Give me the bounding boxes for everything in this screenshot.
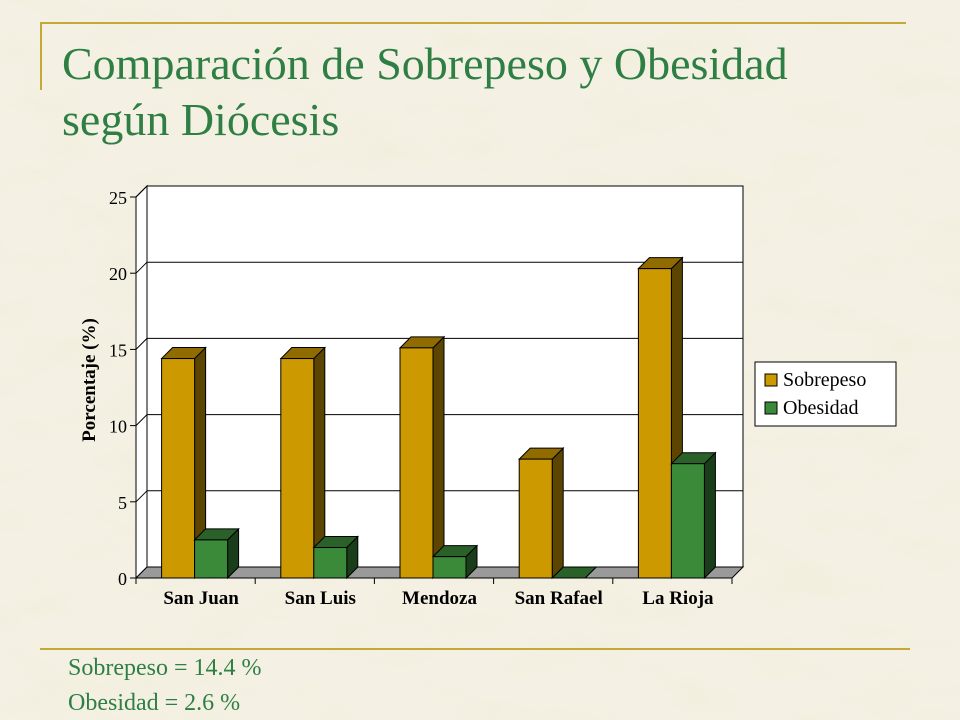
x-tick-label: Mendoza xyxy=(402,588,477,609)
legend-box xyxy=(754,361,897,427)
slide-title-line1: Comparación de Sobrepeso y Obesidad xyxy=(62,38,788,89)
plot-side-wall xyxy=(135,184,148,580)
note-obesidad: Obesidad = 2.6 % xyxy=(68,690,241,716)
y-tick-label: 20 xyxy=(109,264,127,284)
gridline-side xyxy=(135,185,148,198)
bar-obesidad-4 xyxy=(670,451,717,580)
bar-obesidad-1 xyxy=(312,535,360,580)
y-tick-label: 0 xyxy=(118,569,127,589)
slide-title: Comparación de Sobrepeso y Obesidad segú… xyxy=(62,36,922,148)
y-tick-label: 15 xyxy=(109,340,127,360)
legend-label-obesidad: Obesidad xyxy=(783,397,859,419)
y-axis-label: Porcentaje (%) xyxy=(79,318,100,442)
bar-sobrepeso-4 xyxy=(637,256,684,580)
left-rule xyxy=(40,22,42,90)
bar-sobrepeso-1 xyxy=(279,346,327,580)
bar-obesidad-3 xyxy=(550,566,598,579)
bar-obesidad-2 xyxy=(431,544,479,580)
x-tick-label: San Luis xyxy=(285,588,356,609)
gridline-side xyxy=(135,490,148,503)
slide-title-line2: según Diócesis xyxy=(62,94,340,145)
top-rule xyxy=(40,22,906,24)
y-tick-label: 5 xyxy=(118,493,127,513)
x-tick-label: San Rafael xyxy=(515,588,603,609)
x-tick-label: La Rioja xyxy=(642,588,714,609)
gridline-side xyxy=(135,261,148,274)
note-sobrepeso: Sobrepeso = 14.4 % xyxy=(68,655,262,681)
y-tick-label: 10 xyxy=(109,417,127,437)
bar-sobrepeso-2 xyxy=(398,335,446,580)
legend-swatch-obesidad xyxy=(764,401,778,415)
legend-label-sobrepeso: Sobrepeso xyxy=(783,369,866,391)
gridline-side xyxy=(135,338,148,350)
legend-swatch-sobrepeso xyxy=(764,373,778,387)
bar-sobrepeso-3 xyxy=(517,446,565,580)
gridline-side xyxy=(135,414,148,426)
y-tick-label: 25 xyxy=(109,188,127,208)
bottom-rule xyxy=(40,648,910,650)
x-tick-label: San Juan xyxy=(163,588,239,609)
bar-obesidad-0 xyxy=(193,527,240,580)
